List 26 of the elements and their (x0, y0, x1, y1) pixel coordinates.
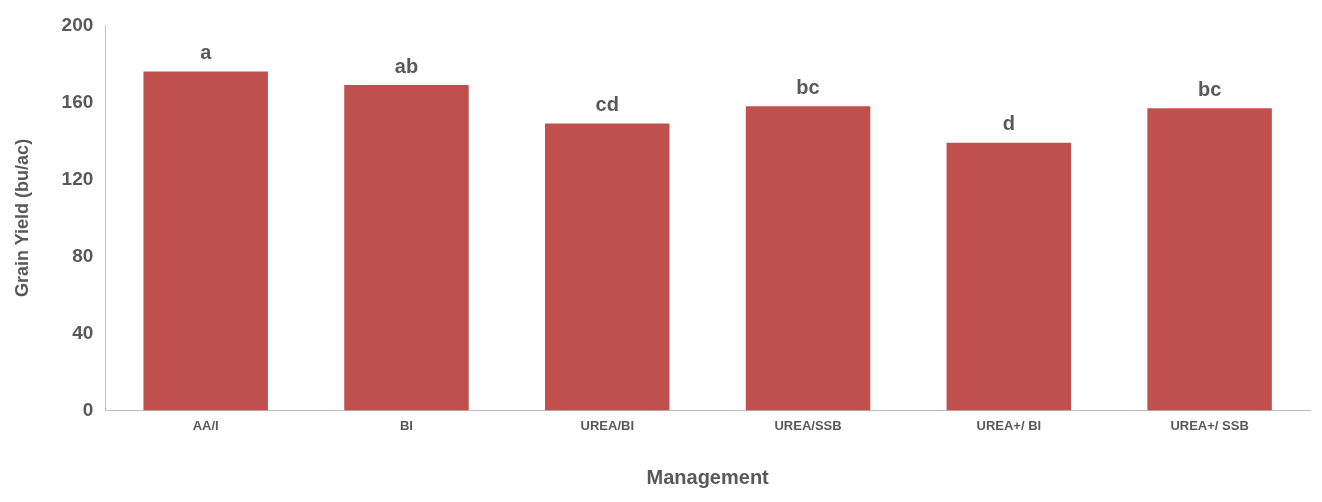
y-tick-label: 80 (72, 244, 94, 266)
x-tick-label: BI (399, 417, 413, 433)
x-tick-label: UREA/SSB (774, 417, 842, 433)
data-label: ab (394, 54, 419, 77)
y-tick-label: 200 (61, 13, 94, 35)
data-label: bc (796, 75, 820, 98)
x-axis-title: Management (646, 465, 770, 488)
y-tick-label: 160 (61, 90, 94, 112)
x-tick-label: UREA/BI (580, 417, 634, 433)
x-tick-label: UREA+/ SSB (1170, 417, 1249, 433)
bar (1147, 108, 1272, 411)
y-axis-title: Grain Yield (bu/ac) (11, 138, 32, 297)
bar (143, 71, 268, 411)
bar (745, 106, 871, 411)
bar (344, 85, 469, 411)
data-label: cd (595, 93, 619, 116)
y-tick-label: 0 (82, 398, 94, 420)
bar (946, 142, 1072, 411)
bar (545, 123, 670, 411)
x-tick-label: AA/I (192, 417, 219, 433)
y-tick-label: 40 (72, 321, 94, 343)
data-label: bc (1197, 77, 1222, 100)
y-tick-label: 120 (61, 167, 94, 189)
data-label: d (1002, 112, 1015, 135)
data-label: a (200, 41, 213, 64)
x-tick-label: UREA+/ BI (976, 417, 1042, 433)
